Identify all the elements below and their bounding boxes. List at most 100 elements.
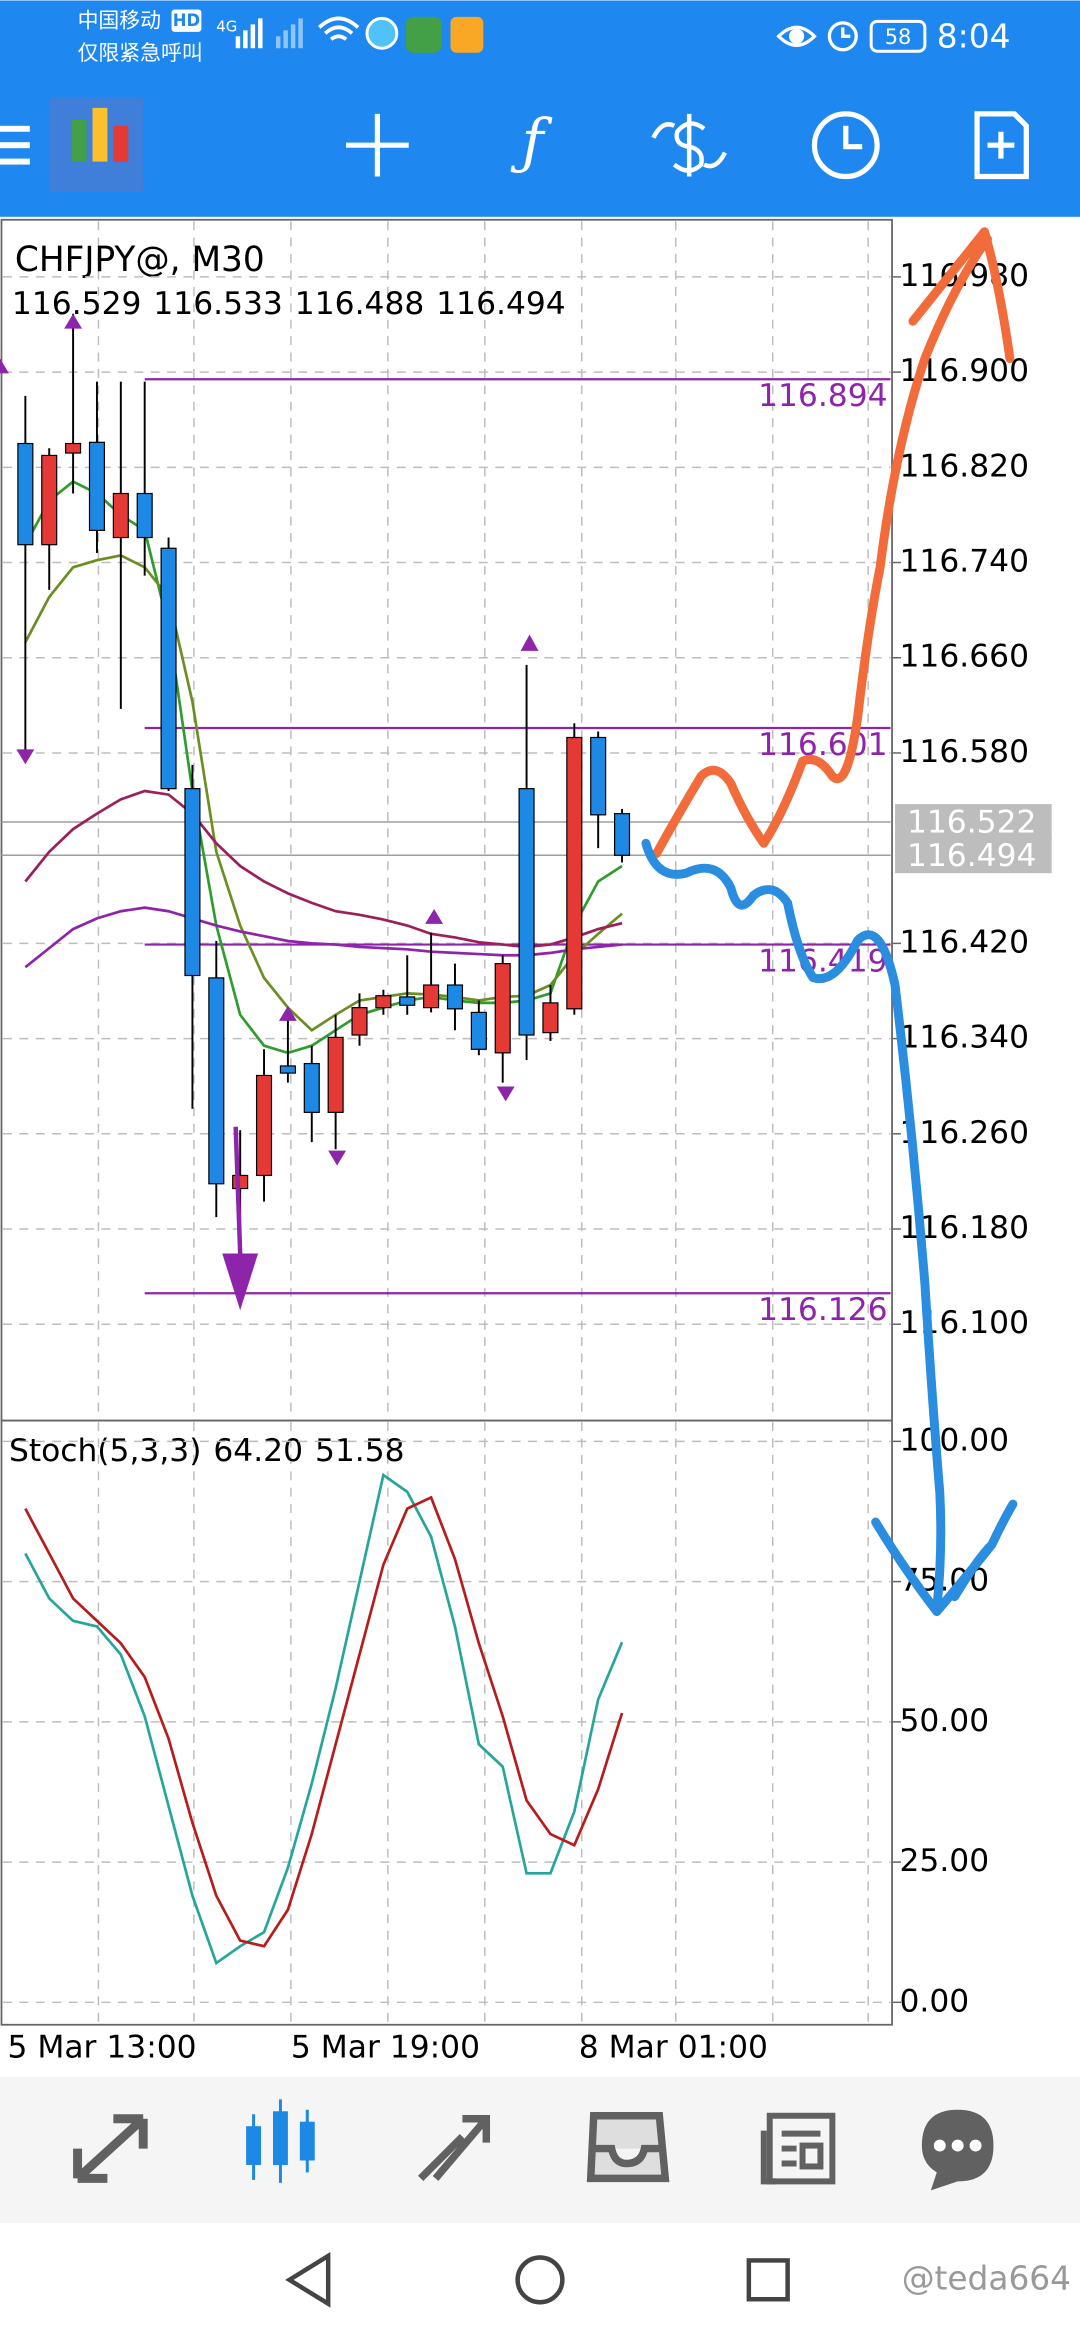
candle-body xyxy=(41,454,58,546)
history-tab[interactable] xyxy=(586,2112,670,2183)
y-tick-label: 116.580 xyxy=(900,734,1029,770)
candle-body xyxy=(136,492,153,539)
candle-body xyxy=(423,984,440,1009)
chat-tab[interactable] xyxy=(921,2109,994,2191)
candle-body xyxy=(566,736,583,1010)
hd-badge: HD xyxy=(173,11,200,30)
drawn-down-arrow xyxy=(641,838,1018,1617)
app-logo xyxy=(49,97,144,192)
network-type: 4G xyxy=(216,17,237,35)
symbol-title: CHFJPY@, M30 xyxy=(15,240,265,280)
quotes-tab[interactable] xyxy=(73,2114,148,2183)
candle-body xyxy=(17,442,34,546)
stoch-title: Stoch(5,3,3) 64.20 51.58 xyxy=(9,1433,405,1469)
level-label: 116.419 xyxy=(758,943,887,979)
menu-button[interactable] xyxy=(0,125,30,165)
candle-body xyxy=(542,1002,559,1034)
candle-body xyxy=(470,1011,487,1050)
stoch-name: Stoch(5,3,3) xyxy=(9,1433,201,1469)
ohlc-line: 116.529 116.533 116.488 116.494 xyxy=(12,286,566,322)
app-icon xyxy=(365,16,399,50)
y-tick-label: 100.00 xyxy=(900,1422,1010,1458)
candle-body xyxy=(518,788,535,1036)
y-tick-label: 50.00 xyxy=(900,1703,990,1739)
open-value: 116.529 xyxy=(12,286,142,322)
y-tick-label: 116.740 xyxy=(900,544,1029,580)
candle-body xyxy=(255,1074,273,1177)
battery-frame xyxy=(869,19,927,53)
close-value: 116.494 xyxy=(436,286,566,322)
watermark: @teda664 xyxy=(902,2259,1071,2297)
candle-body xyxy=(65,442,82,454)
stoch-pane xyxy=(0,1419,893,2026)
candle-body xyxy=(494,963,511,1054)
app-icon xyxy=(450,16,484,53)
clock: 8:04 xyxy=(937,17,1011,55)
high-value: 116.533 xyxy=(153,286,283,322)
trade-tab[interactable] xyxy=(418,2115,491,2182)
x-tick-label: 5 Mar 19:00 xyxy=(291,2030,480,2066)
y-tick-label: 116.660 xyxy=(900,639,1029,675)
y-tick-label: 116.820 xyxy=(900,448,1029,484)
candle-body xyxy=(446,984,464,1010)
emergency-only: 仅限紧急呼叫 xyxy=(78,41,203,65)
vertical-grid xyxy=(97,221,869,2024)
price-label: 116.522 xyxy=(907,804,1037,840)
x-tick-label: 5 Mar 13:00 xyxy=(7,2030,196,2066)
bottom-nav xyxy=(0,2076,1080,2224)
chart-tab[interactable] xyxy=(246,2099,315,2183)
trade-button[interactable] xyxy=(651,113,727,177)
hd-badge-bg xyxy=(171,9,202,32)
stoch-line xyxy=(24,1495,624,1948)
candle-body xyxy=(112,492,129,539)
candle-body xyxy=(303,1062,320,1113)
eye-alarm-icons xyxy=(776,21,858,52)
signal-icon xyxy=(235,18,303,49)
candle-body xyxy=(590,736,607,816)
low-value: 116.488 xyxy=(295,286,424,322)
recents-button[interactable] xyxy=(746,2258,790,2302)
candle-body xyxy=(208,977,225,1185)
news-tab[interactable] xyxy=(760,2112,836,2185)
candle-body xyxy=(399,996,416,1006)
stoch-main: 64.20 xyxy=(213,1433,303,1469)
battery-level: 58 xyxy=(885,25,912,49)
history-button[interactable] xyxy=(811,111,880,180)
crosshair-button[interactable] xyxy=(346,113,409,177)
candle-body xyxy=(279,1065,296,1074)
new-order-button[interactable] xyxy=(974,111,1029,180)
price-label: 116.494 xyxy=(907,838,1037,874)
stoch-line xyxy=(24,1472,624,1966)
carrier: 中国移动 xyxy=(78,8,162,32)
candle-body xyxy=(613,813,631,856)
candle-body xyxy=(160,547,177,790)
back-button[interactable] xyxy=(285,2251,331,2308)
candle-body xyxy=(351,1007,368,1036)
level-label: 116.601 xyxy=(758,727,887,763)
candle-body xyxy=(184,788,201,977)
system-nav xyxy=(0,2223,1080,2340)
candle-body xyxy=(375,995,392,1009)
drawn-up-arrow xyxy=(651,227,1015,859)
level-label: 116.894 xyxy=(758,378,887,414)
y-tick-label: 116.100 xyxy=(900,1305,1029,1341)
top-bar xyxy=(0,0,1080,217)
level-label: 116.126 xyxy=(758,1292,887,1328)
price-label-bg xyxy=(895,837,1052,874)
candle-body xyxy=(232,1174,249,1190)
main-pane xyxy=(0,218,893,1422)
price-label-bg xyxy=(895,804,1052,840)
home-button[interactable] xyxy=(515,2255,565,2305)
y-tick-label: 0.00 xyxy=(900,1983,970,2019)
candle-body xyxy=(327,1036,344,1113)
app-icon xyxy=(405,16,442,53)
signal-arrows xyxy=(0,313,539,1311)
stoch-signal: 51.58 xyxy=(315,1433,405,1469)
wifi-icon xyxy=(317,16,360,41)
x-tick-label: 8 Mar 01:00 xyxy=(579,2030,768,2066)
y-tick-label: 116.340 xyxy=(900,1020,1029,1056)
y-tick-label: 116.260 xyxy=(900,1115,1029,1151)
